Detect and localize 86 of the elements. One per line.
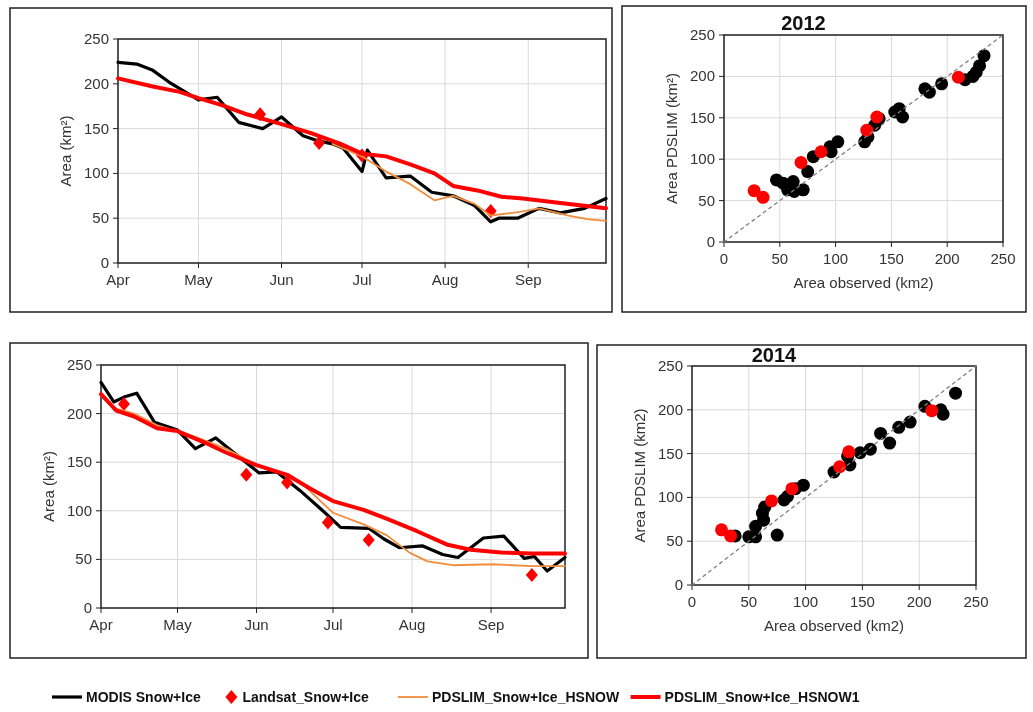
line-series <box>116 76 608 211</box>
x-tick-label: 50 <box>771 250 789 267</box>
y-axis-title: Area PDSLIM (km2) <box>631 408 648 543</box>
x-tick-label: 50 <box>740 593 758 610</box>
point <box>801 165 815 179</box>
x-tick-label: 250 <box>963 593 989 610</box>
legend-label: MODIS Snow+Ice <box>86 689 201 705</box>
point <box>925 404 939 418</box>
legend-label: Landsat_Snow+Ice <box>242 689 370 705</box>
y-tick-label: 50 <box>666 532 683 550</box>
point <box>765 494 779 508</box>
point <box>883 436 897 450</box>
point <box>949 386 963 400</box>
chart-title: 2012 <box>781 12 826 34</box>
legend-label: PDSLIM_Snow+Ice_HSNOW <box>432 689 620 705</box>
x-tick-label: 150 <box>849 593 875 610</box>
x-axis-title: Area observed (km2) <box>793 274 934 291</box>
y-tick-label: 100 <box>657 488 683 506</box>
y-axis-title: Area (km²) <box>40 451 57 522</box>
x-tick-label: Jun <box>244 616 269 633</box>
line-series <box>331 142 607 222</box>
point <box>756 190 770 204</box>
x-tick-label: Jul <box>323 616 343 633</box>
point <box>842 445 856 459</box>
point <box>240 467 253 482</box>
y-tick-label: 50 <box>75 550 92 568</box>
point <box>770 528 784 542</box>
y-tick-label: 150 <box>66 453 92 471</box>
y-tick-label: 200 <box>689 67 715 85</box>
point <box>935 77 949 91</box>
point <box>833 460 847 474</box>
x-tick-label: 200 <box>934 250 960 267</box>
x-tick-label: 0 <box>719 250 729 267</box>
y-tick-label: 100 <box>689 150 715 168</box>
y-tick-label: 250 <box>689 26 715 43</box>
point <box>874 426 888 440</box>
x-tick-label: Apr <box>106 271 130 288</box>
y-axis-title: Area PDSLIM (km²) <box>663 73 680 204</box>
x-tick-label: Jun <box>269 271 294 288</box>
x-tick-label: Jul <box>352 271 372 288</box>
x-tick-label: Aug <box>398 616 426 633</box>
y-tick-label: 50 <box>92 209 109 227</box>
x-axis-title: Area observed (km2) <box>763 617 905 634</box>
x-tick-label: Sep <box>477 616 505 633</box>
point <box>918 82 932 96</box>
point <box>951 70 965 84</box>
legend-label: PDSLIM_Snow+Ice_HSNOW1 <box>664 689 860 705</box>
y-tick-label: 50 <box>698 191 715 209</box>
y-tick-label: 0 <box>706 233 715 250</box>
chart-title: 2014 <box>751 344 798 366</box>
y-tick-label: 200 <box>83 74 109 92</box>
x-tick-label: May <box>163 616 193 633</box>
y-tick-label: 0 <box>674 576 683 593</box>
point <box>860 123 874 137</box>
y-tick-label: 250 <box>83 30 109 47</box>
y-tick-label: 200 <box>657 400 683 418</box>
point <box>747 184 761 198</box>
y-tick-label: 150 <box>689 108 715 126</box>
y-tick-label: 250 <box>66 356 92 373</box>
x-tick-label: Apr <box>89 616 113 633</box>
x-tick-label: 250 <box>990 250 1016 267</box>
x-tick-label: Aug <box>431 271 459 288</box>
y-tick-label: 150 <box>657 444 683 462</box>
y-tick-label: 100 <box>66 501 92 519</box>
point <box>814 145 828 159</box>
x-tick-label: 100 <box>823 250 849 267</box>
point <box>724 529 738 543</box>
point <box>715 523 729 537</box>
point <box>321 515 334 530</box>
y-tick-label: 200 <box>66 404 92 422</box>
y-tick-label: 100 <box>83 164 109 182</box>
point <box>117 396 130 411</box>
point <box>313 135 326 150</box>
x-tick-label: May <box>184 271 214 288</box>
x-tick-label: 100 <box>793 593 819 610</box>
point <box>362 532 375 547</box>
y-tick-label: 250 <box>657 357 683 374</box>
x-tick-label: Sep <box>514 271 542 288</box>
point <box>281 475 294 490</box>
y-tick-label: 150 <box>83 119 109 137</box>
point <box>525 567 538 582</box>
point <box>794 156 808 170</box>
point <box>892 420 906 434</box>
x-tick-label: 200 <box>906 593 932 610</box>
x-tick-label: 150 <box>878 250 904 267</box>
y-axis-title: Area (km²) <box>57 115 74 187</box>
